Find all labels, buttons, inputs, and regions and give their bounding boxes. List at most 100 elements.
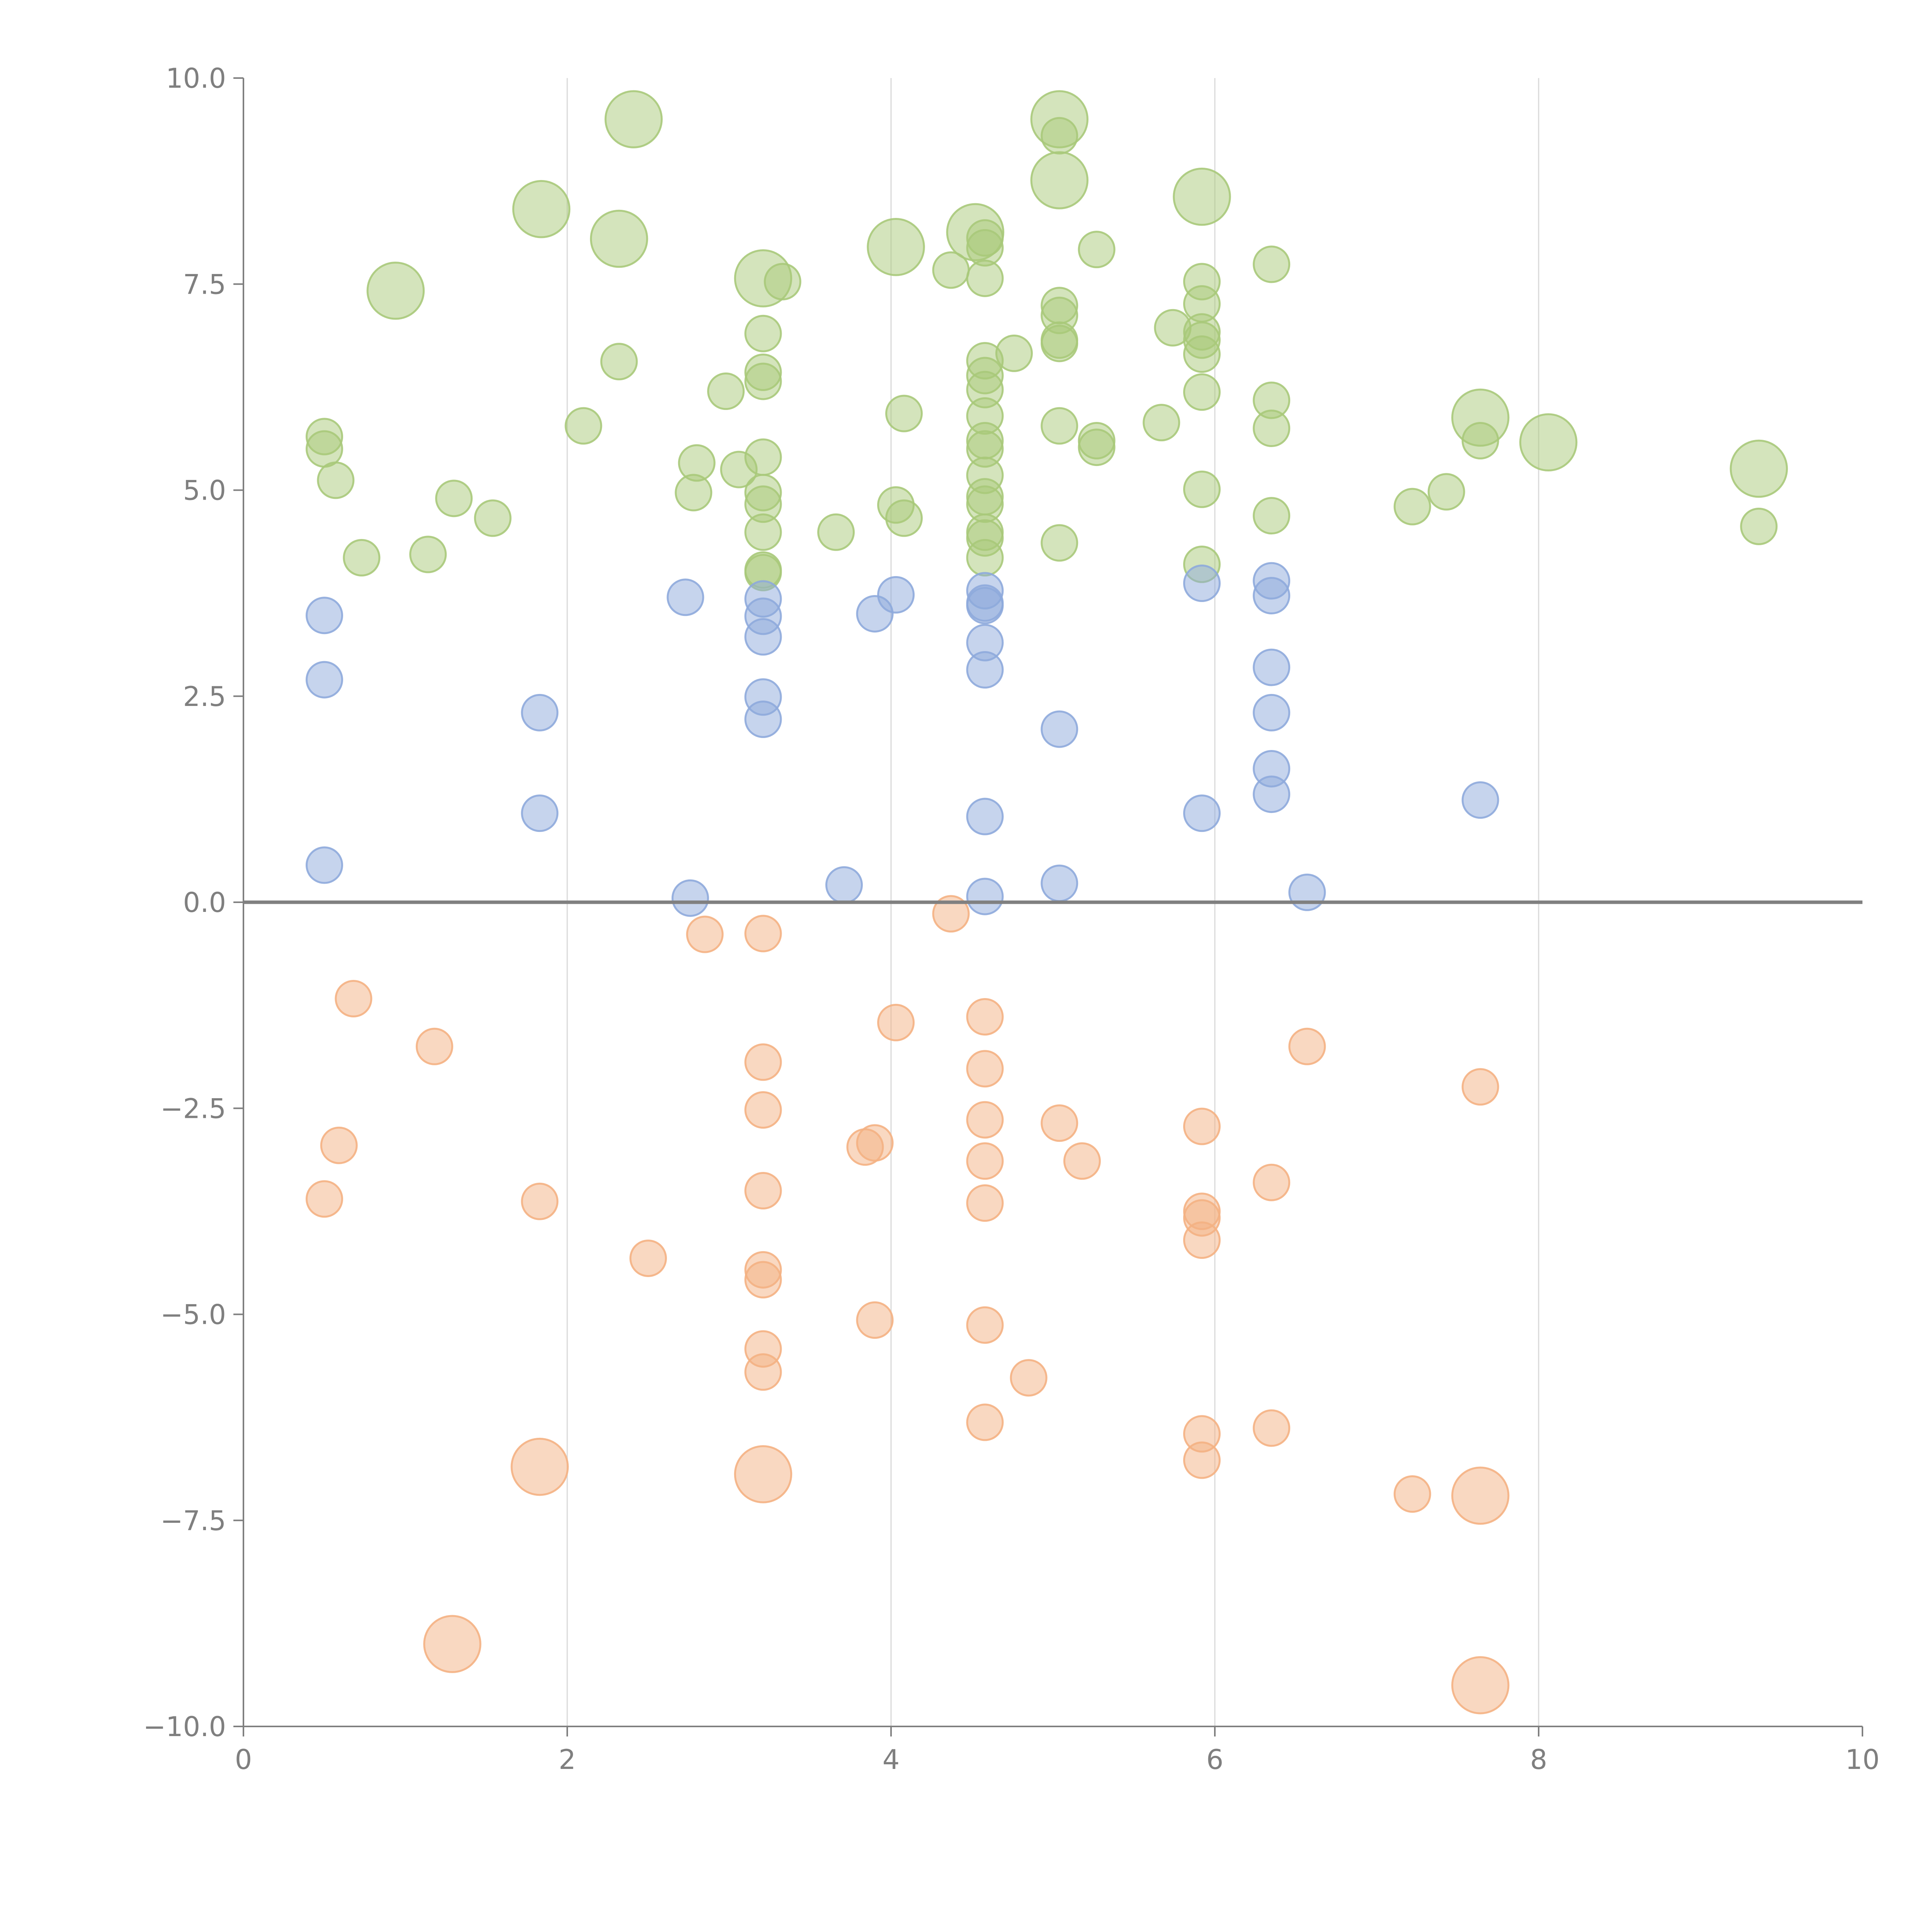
bubble-orange-7[interactable]	[629, 1239, 667, 1277]
bubble-orange-25[interactable]	[966, 1101, 1004, 1139]
bubble-green-77[interactable]	[1253, 497, 1291, 535]
bubble-green-29[interactable]	[867, 218, 925, 276]
bubble-green-84[interactable]	[1740, 507, 1778, 545]
bubble-orange-33[interactable]	[1183, 1107, 1221, 1145]
bubble-blue-2[interactable]	[306, 846, 343, 884]
bubble-orange-31[interactable]	[1041, 1104, 1078, 1142]
bubble-orange-14[interactable]	[744, 1261, 782, 1299]
bubble-green-74[interactable]	[1253, 245, 1291, 283]
bubble-green-82[interactable]	[1519, 413, 1578, 472]
bubble-green-57[interactable]	[1041, 325, 1078, 362]
bubble-orange-26[interactable]	[966, 1142, 1004, 1180]
bubble-orange-39[interactable]	[1253, 1163, 1291, 1201]
bubble-green-8[interactable]	[512, 180, 571, 238]
bubble-blue-33[interactable]	[1461, 781, 1499, 819]
bubble-green-24[interactable]	[744, 513, 782, 551]
bubble-orange-38[interactable]	[1183, 1441, 1221, 1479]
bubble-blue-22[interactable]	[1041, 710, 1078, 748]
bubble-green-1[interactable]	[306, 430, 343, 468]
bubble-orange-16[interactable]	[744, 1353, 782, 1391]
bubble-orange-4[interactable]	[423, 1615, 481, 1673]
bubble-blue-0[interactable]	[306, 597, 343, 634]
bubble-orange-0[interactable]	[306, 1180, 343, 1218]
bubble-orange-5[interactable]	[521, 1182, 559, 1220]
bubble-green-65[interactable]	[1173, 167, 1231, 226]
bubble-blue-21[interactable]	[966, 878, 1004, 915]
bubble-green-11[interactable]	[600, 343, 638, 381]
bubble-orange-30[interactable]	[1010, 1359, 1048, 1397]
bubble-green-60[interactable]	[1078, 231, 1116, 269]
bubble-orange-27[interactable]	[966, 1184, 1004, 1222]
bubble-green-78[interactable]	[1393, 488, 1431, 526]
bubble-green-4[interactable]	[366, 262, 425, 320]
bubble-orange-40[interactable]	[1253, 1409, 1291, 1447]
bubble-blue-5[interactable]	[667, 578, 704, 616]
bubble-orange-2[interactable]	[335, 980, 372, 1018]
bubble-green-63[interactable]	[1143, 404, 1180, 442]
bubble-blue-11[interactable]	[744, 700, 782, 738]
bubble-orange-29[interactable]	[966, 1403, 1004, 1441]
bubble-blue-31[interactable]	[1253, 776, 1291, 813]
bubble-green-28[interactable]	[817, 513, 855, 551]
bubble-blue-19[interactable]	[966, 651, 1004, 689]
bubble-orange-9[interactable]	[744, 915, 782, 952]
bubble-green-79[interactable]	[1427, 473, 1465, 511]
bubble-green-18[interactable]	[744, 315, 782, 352]
bubble-blue-28[interactable]	[1253, 648, 1291, 686]
bubble-blue-1[interactable]	[306, 661, 343, 699]
bubble-orange-10[interactable]	[744, 1043, 782, 1081]
bubble-green-72[interactable]	[1183, 470, 1221, 508]
bubble-green-31[interactable]	[885, 499, 923, 537]
bubble-green-62[interactable]	[1078, 429, 1116, 466]
bubble-blue-20[interactable]	[966, 798, 1004, 835]
bubble-orange-6[interactable]	[510, 1437, 569, 1496]
bubble-orange-20[interactable]	[856, 1301, 894, 1339]
bubble-blue-9[interactable]	[744, 618, 782, 656]
bubble-green-50[interactable]	[995, 334, 1033, 372]
bubble-orange-45[interactable]	[1451, 1656, 1510, 1714]
bubble-green-37[interactable]	[966, 259, 1004, 297]
bubble-green-20[interactable]	[744, 362, 782, 400]
bubble-green-71[interactable]	[1183, 373, 1221, 411]
bubble-green-52[interactable]	[1041, 117, 1078, 155]
bubble-green-21[interactable]	[744, 438, 782, 476]
bubble-blue-23[interactable]	[1041, 864, 1078, 902]
bubble-orange-21[interactable]	[877, 1003, 915, 1041]
bubble-blue-14[interactable]	[877, 576, 915, 614]
bubble-blue-32[interactable]	[1288, 873, 1326, 911]
bubble-orange-1[interactable]	[320, 1126, 358, 1164]
bubble-green-32[interactable]	[885, 395, 923, 432]
bubble-orange-24[interactable]	[966, 1050, 1004, 1088]
bubble-orange-42[interactable]	[1393, 1475, 1431, 1513]
bubble-green-3[interactable]	[343, 539, 381, 577]
bubble-green-59[interactable]	[1041, 524, 1078, 562]
bubble-orange-36[interactable]	[1183, 1221, 1221, 1259]
bubble-green-5[interactable]	[409, 536, 447, 573]
bubble-green-7[interactable]	[474, 499, 512, 537]
bubble-blue-6[interactable]	[671, 879, 709, 917]
bubble-green-81[interactable]	[1461, 422, 1499, 460]
bubble-blue-17[interactable]	[966, 587, 1004, 624]
bubble-green-76[interactable]	[1253, 410, 1291, 447]
bubble-blue-12[interactable]	[825, 866, 863, 904]
bubble-green-70[interactable]	[1183, 335, 1221, 373]
bubble-blue-4[interactable]	[521, 794, 559, 832]
bubble-green-2[interactable]	[317, 461, 355, 499]
bubble-green-53[interactable]	[1030, 151, 1088, 209]
bubble-orange-8[interactable]	[686, 915, 724, 953]
bubble-green-49[interactable]	[966, 539, 1004, 577]
bubble-orange-32[interactable]	[1063, 1142, 1101, 1180]
bubble-orange-44[interactable]	[1451, 1466, 1510, 1525]
bubble-green-6[interactable]	[435, 480, 473, 517]
bubble-orange-11[interactable]	[744, 1091, 782, 1129]
bubble-green-15[interactable]	[707, 372, 745, 410]
bubble-orange-12[interactable]	[744, 1172, 782, 1210]
bubble-orange-3[interactable]	[415, 1027, 453, 1065]
bubble-orange-19[interactable]	[856, 1124, 894, 1162]
bubble-green-27[interactable]	[764, 263, 801, 301]
bubble-orange-28[interactable]	[966, 1306, 1004, 1344]
bubble-green-14[interactable]	[678, 444, 716, 482]
bubble-orange-41[interactable]	[1288, 1027, 1326, 1065]
bubble-blue-29[interactable]	[1253, 694, 1291, 731]
bubble-orange-17[interactable]	[734, 1445, 793, 1503]
